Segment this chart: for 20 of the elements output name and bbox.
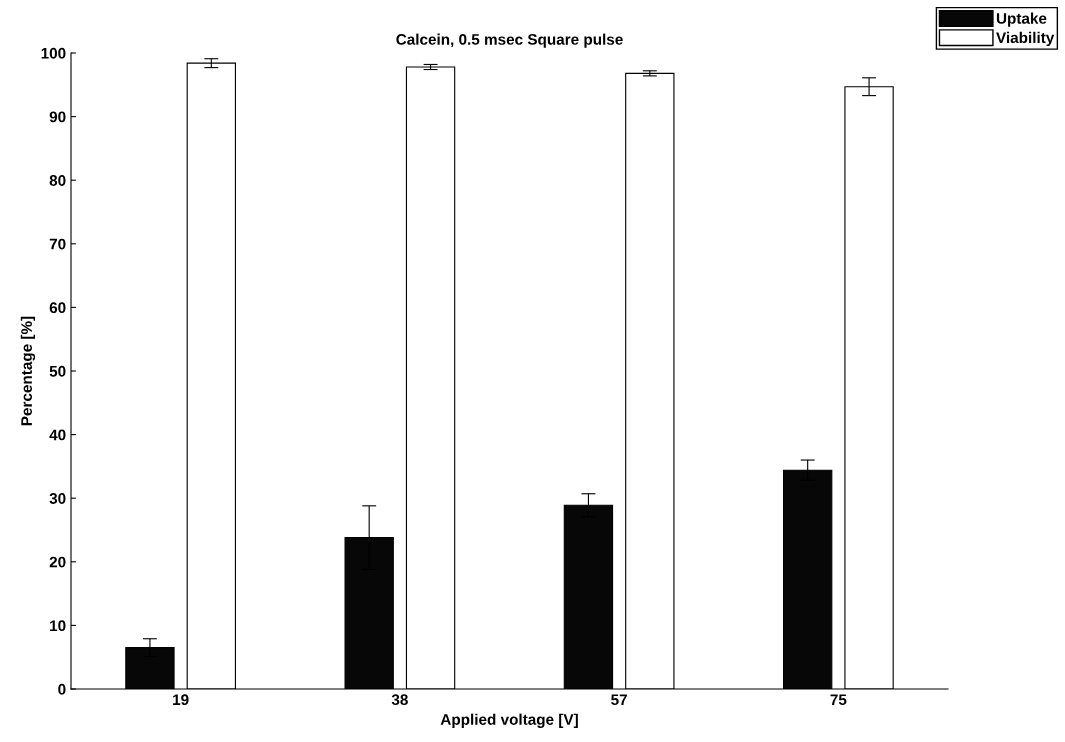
y-axis-title: Percentage [%] xyxy=(20,316,36,426)
y-tick-label: 70 xyxy=(49,238,66,250)
x-tick-label: 38 xyxy=(391,694,408,706)
y-tick-label: 10 xyxy=(50,620,66,632)
y-tick-label: 80 xyxy=(49,175,66,186)
y-tick-label: 50 xyxy=(49,365,66,377)
y-tick-label: 90 xyxy=(49,111,66,123)
legend-label: Viability xyxy=(996,31,1055,47)
y-tick-label: 60 xyxy=(49,302,66,314)
x-tick-label: 19 xyxy=(173,694,189,706)
y-tick-label: 20 xyxy=(49,556,66,568)
y-tick-label: 100 xyxy=(41,47,66,59)
legend-label: Uptake xyxy=(996,12,1047,27)
y-tick-label: 30 xyxy=(49,493,66,504)
y-tick-label: 40 xyxy=(49,429,66,441)
x-tick-label: 57 xyxy=(611,694,627,706)
y-tick-label: 0 xyxy=(58,683,66,695)
x-axis-title: Applied voltage [V] xyxy=(440,713,578,728)
x-tick-label: 75 xyxy=(830,694,847,706)
chart-title: Calcein, 0.5 msec Square pulse xyxy=(396,33,623,48)
